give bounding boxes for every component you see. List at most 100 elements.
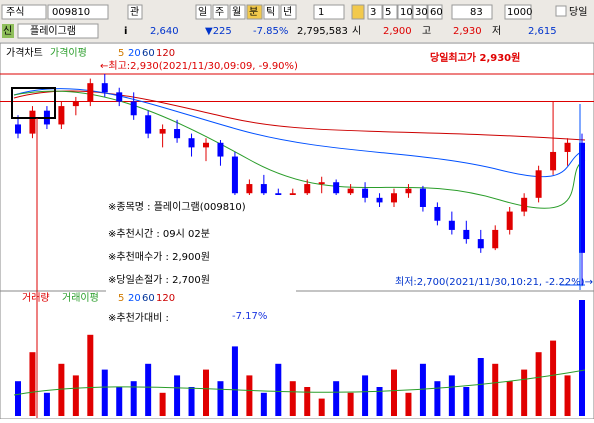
info-icon[interactable]: i [124, 26, 127, 37]
toolbar-button[interactable]: 월 [232, 6, 241, 18]
button-box [47, 4, 109, 20]
candle-body [434, 206, 441, 221]
ma-line [13, 90, 586, 209]
volume-bar [550, 340, 557, 416]
price-legend: 20 [128, 48, 141, 59]
volume-bar [58, 363, 65, 416]
button-box[interactable] [127, 4, 143, 20]
volume-bar [492, 363, 499, 416]
volume-bar [217, 381, 224, 416]
candle-body [231, 156, 238, 194]
headline: 당일최고가 2,930원 [430, 51, 520, 64]
volume-bar [376, 387, 383, 416]
ma-line [13, 90, 586, 141]
candle-body [492, 229, 499, 249]
high-label: 고 [422, 26, 431, 37]
button-box[interactable] [412, 4, 428, 20]
candle-body [260, 184, 267, 194]
volume-bar [231, 346, 238, 416]
toolbar-button[interactable]: 틱 [266, 6, 275, 18]
toolbar-button[interactable]: 관 [130, 6, 139, 18]
volume-bar [72, 375, 79, 416]
button-box [451, 4, 493, 20]
volume-legend: 20 [128, 293, 141, 304]
period-button[interactable]: 5 [385, 7, 391, 18]
candle-body [145, 115, 152, 134]
candle-body [391, 193, 397, 203]
candle-body [15, 124, 21, 134]
button-box[interactable] [212, 4, 229, 20]
zoom-input[interactable]: 83 [470, 7, 483, 18]
toolbar-button[interactable]: 주 [215, 7, 224, 18]
candle-body [463, 229, 470, 240]
button-box[interactable] [246, 4, 263, 20]
info-line: ※추천매수가 : 2,900원 [108, 251, 210, 263]
button-box[interactable] [382, 4, 398, 20]
volume-bar [405, 392, 412, 416]
total-input[interactable]: 1000 [507, 7, 532, 18]
low-note: 최저:2,700(2021/11/30,10:21, -2.22%)→ [395, 276, 593, 288]
volume-bar [535, 352, 542, 416]
volume-legend: 거래량 [22, 292, 50, 304]
volume-bar [145, 363, 152, 416]
candle-body [362, 188, 369, 198]
candle-body [130, 101, 137, 116]
open: 2,900 [383, 26, 412, 37]
candle-body [217, 142, 224, 157]
volume-bar [448, 375, 455, 416]
volume-bar [203, 369, 209, 416]
button-box[interactable] [351, 4, 365, 20]
candle-body [188, 138, 195, 148]
period-button[interactable]: 3 [370, 7, 376, 18]
button-box[interactable] [397, 4, 413, 20]
toolbar-button[interactable]: 년 [283, 6, 292, 18]
volume-bar [188, 387, 195, 416]
period-button[interactable]: 30 [415, 7, 428, 18]
toolbar-button[interactable]: 일 [198, 6, 207, 18]
button-box[interactable] [229, 4, 246, 20]
candle-body [564, 142, 571, 152]
candle-body [203, 142, 209, 148]
volume: 2,795,583 [297, 26, 348, 37]
rate: -7.85% [253, 26, 288, 37]
volume-bar [333, 381, 340, 416]
candle-body [318, 182, 325, 185]
price-legend: 가격이평 [50, 46, 87, 59]
volume-bar [159, 392, 166, 416]
volume-bar [246, 375, 253, 416]
candle-body [246, 184, 253, 194]
button-box [504, 4, 532, 20]
period-button[interactable]: 60 [430, 7, 443, 18]
candle-body [58, 106, 65, 125]
button-box[interactable] [555, 5, 567, 17]
button-box[interactable] [427, 4, 443, 20]
code-input[interactable]: 009810 [52, 7, 90, 18]
candle-body [376, 197, 383, 203]
volume-bar [463, 387, 470, 416]
low: 2,615 [528, 26, 557, 37]
volume-bar [130, 381, 137, 416]
volume-bar [43, 392, 50, 416]
count-input[interactable]: 1 [318, 7, 324, 18]
info-bg [106, 302, 346, 334]
today-check[interactable]: 당일 [569, 6, 587, 18]
volume-bar [101, 369, 108, 416]
volume-bar [87, 334, 94, 416]
button-box [1, 4, 47, 20]
volume-bar [15, 381, 21, 416]
button-box[interactable] [263, 4, 280, 20]
button-box[interactable] [280, 4, 297, 20]
button-box[interactable] [195, 4, 212, 20]
period-button[interactable]: 10 [400, 7, 413, 18]
toolbar-button[interactable]: 분 [249, 6, 258, 18]
candle-body [448, 220, 455, 230]
button-box[interactable] [367, 4, 383, 20]
market-select[interactable]: 주식 [6, 6, 24, 18]
highlight-box [11, 87, 56, 119]
candle-body [87, 83, 94, 102]
low-label: 저 [492, 25, 501, 37]
volume-bar [174, 375, 181, 416]
volume-bar [391, 369, 397, 416]
candle-body [535, 170, 542, 198]
